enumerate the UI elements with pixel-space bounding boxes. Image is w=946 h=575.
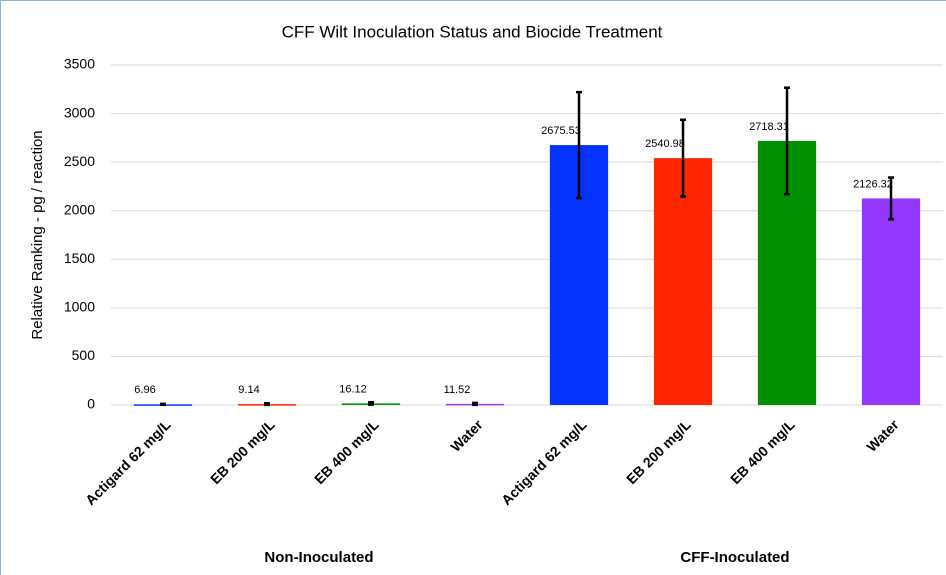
- y-tick-label: 0: [87, 396, 95, 412]
- data-label: 2126.32: [853, 178, 893, 190]
- group-label: Non-Inoculated: [264, 549, 373, 566]
- y-tick-label: 1500: [64, 250, 95, 266]
- data-label: 11.52: [444, 384, 471, 396]
- y-tick-label: 500: [72, 347, 96, 363]
- y-tick-label: 3500: [64, 56, 95, 72]
- bar: [653, 158, 713, 405]
- data-label: 2718.31: [749, 121, 789, 133]
- bar: [861, 198, 921, 405]
- error-bar: [680, 118, 686, 198]
- chart-title: CFF Wilt Inoculation Status and Biocide …: [282, 22, 663, 41]
- error-bar: [576, 90, 582, 200]
- y-tick-label: 2500: [64, 153, 95, 169]
- error-bar: [368, 401, 374, 406]
- y-tick-label: 1000: [64, 299, 95, 315]
- error-bar: [160, 402, 166, 407]
- error-bar: [472, 401, 478, 407]
- data-label: 9.14: [238, 384, 259, 396]
- group-label: CFF-Inoculated: [680, 549, 789, 566]
- data-label: 6.96: [134, 384, 155, 396]
- data-label: 2675.53: [541, 125, 581, 137]
- data-label: 2540.98: [645, 138, 685, 150]
- y-tick-label: 2000: [64, 201, 95, 217]
- error-bar: [264, 402, 270, 407]
- error-bar: [888, 176, 894, 221]
- error-bar: [784, 86, 790, 196]
- data-label: 16.12: [339, 383, 367, 395]
- y-axis-label: Relative Ranking - pg / reaction: [29, 130, 46, 339]
- y-tick-label: 3000: [64, 104, 95, 120]
